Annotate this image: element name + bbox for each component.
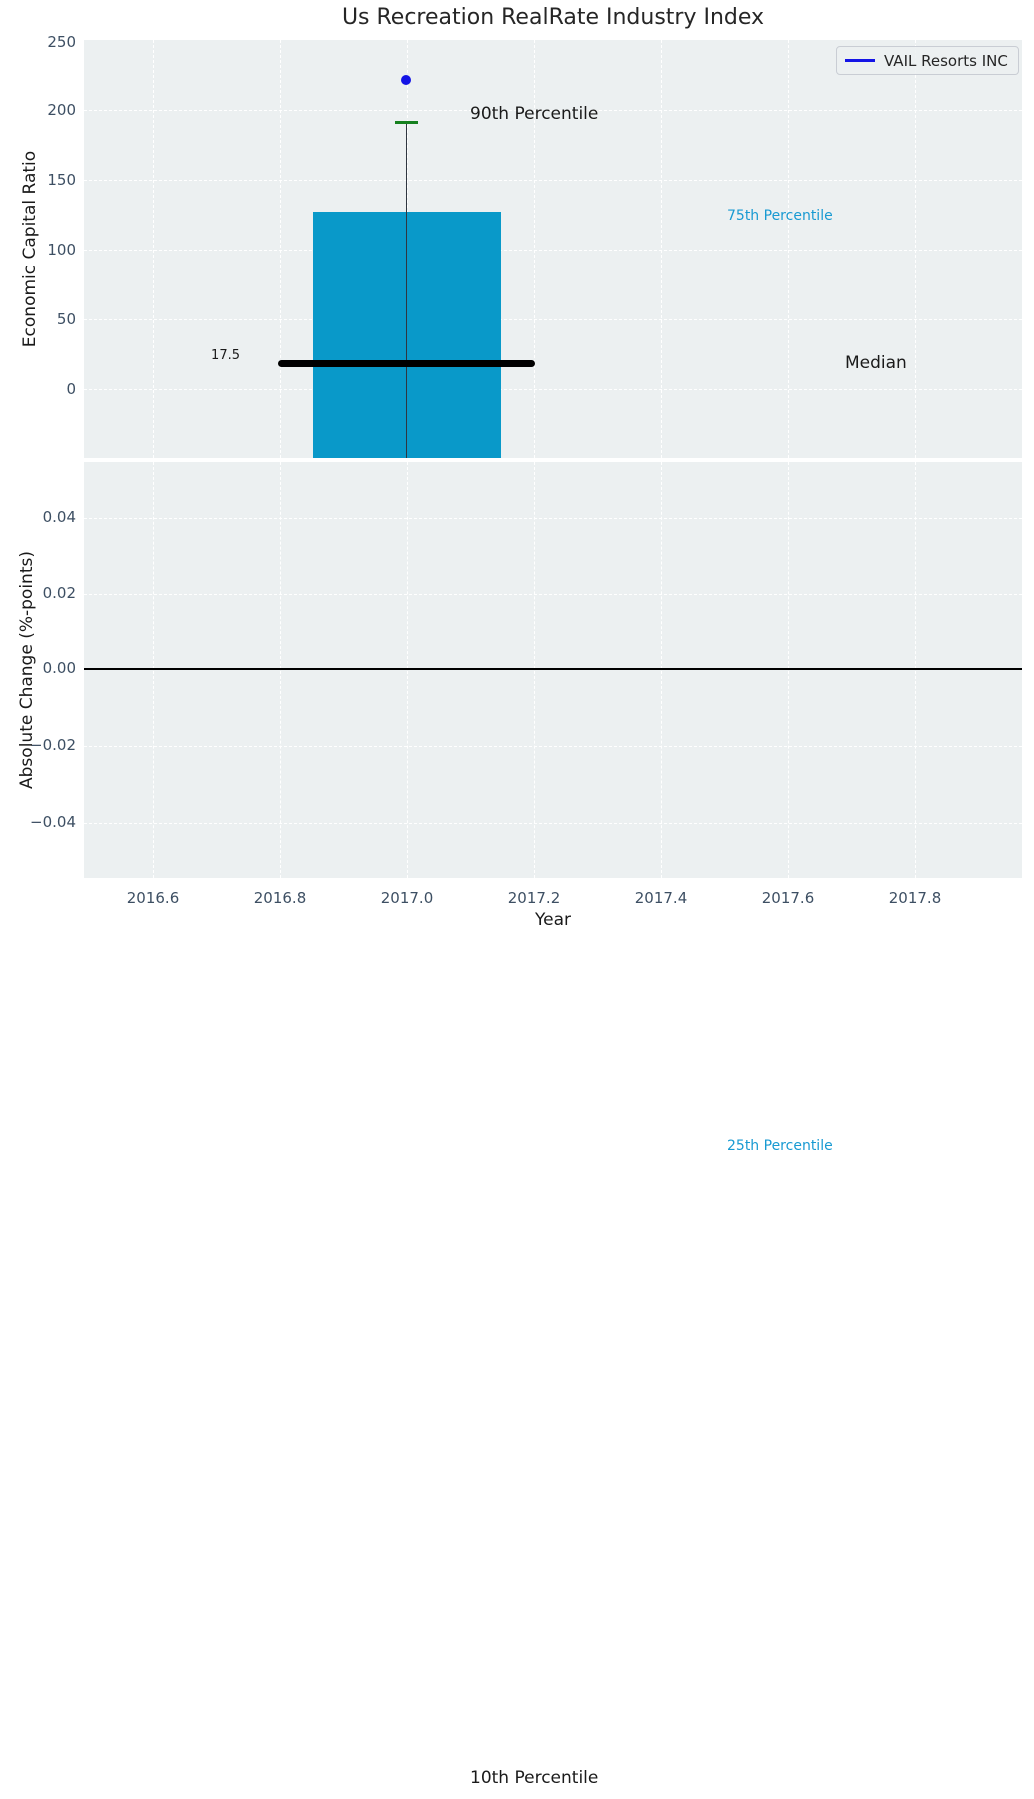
gridline (661, 462, 662, 878)
gridline (534, 40, 535, 458)
gridline (788, 462, 789, 878)
ytick-label: −0.04 (30, 813, 76, 831)
gridline (915, 40, 916, 458)
whisker-cap-90th (395, 121, 418, 124)
xtick-label: 2017.0 (380, 889, 434, 907)
x-axis-label: Year (535, 910, 571, 930)
gridline (661, 40, 662, 458)
gridline (153, 40, 154, 458)
ytick-label: 250 (47, 33, 76, 51)
company-marker-dot (401, 75, 411, 85)
legend-line-sample (845, 59, 875, 62)
percentile-box (313, 212, 501, 458)
xtick-label: 2017.8 (888, 889, 942, 907)
y-axis-label-top: Economic Capital Ratio (20, 150, 40, 348)
xtick-label: 2017.6 (761, 889, 815, 907)
top-axes (84, 40, 1022, 458)
xtick-label: 2016.8 (253, 889, 307, 907)
chart-title: Us Recreation RealRate Industry Index (341, 5, 765, 30)
gridline (280, 40, 281, 458)
xtick-label: 2017.4 (634, 889, 688, 907)
ytick-label: 0.02 (42, 584, 76, 602)
gridline (407, 462, 408, 878)
legend: VAIL Resorts INC (836, 46, 1019, 75)
ytick-label: 200 (47, 101, 76, 119)
annotation-90th-percentile: 90th Percentile (470, 104, 599, 124)
gridline (84, 319, 1022, 320)
gridline (915, 462, 916, 878)
ytick-label: 0.04 (42, 508, 76, 526)
gridline (153, 462, 154, 878)
gridline (84, 823, 1022, 824)
zero-reference-line (84, 668, 1022, 670)
median-line (278, 360, 535, 367)
ytick-label: 0.00 (42, 659, 76, 677)
gridline (84, 746, 1022, 747)
whisker-line (406, 123, 407, 458)
gridline (84, 518, 1022, 519)
gridline (534, 462, 535, 878)
ytick-label: 150 (47, 171, 76, 189)
median-value-label: 17.5 (211, 348, 240, 363)
ytick-label: 50 (56, 310, 76, 328)
y-axis-label-bottom: Absolute Change (%-points) (17, 551, 37, 789)
gridline (84, 110, 1022, 111)
xtick-label: 2017.2 (507, 889, 561, 907)
annotation-75th-percentile: 75th Percentile (727, 208, 833, 224)
annotation-10th-percentile: 10th Percentile (470, 1768, 599, 1788)
gridline (84, 180, 1022, 181)
ytick-label: −0.02 (30, 736, 76, 754)
xtick-label: 2016.6 (126, 889, 180, 907)
annotation-median: Median (845, 353, 907, 373)
ytick-label: 0 (66, 380, 76, 398)
bottom-axes (84, 462, 1022, 878)
ytick-label: 100 (47, 241, 76, 259)
gridline (84, 389, 1022, 390)
annotation-25th-percentile: 25th Percentile (727, 1138, 833, 1154)
gridline (84, 594, 1022, 595)
gridline (84, 250, 1022, 251)
legend-label: VAIL Resorts INC (884, 51, 1008, 70)
gridline (280, 462, 281, 878)
gridline (788, 40, 789, 458)
